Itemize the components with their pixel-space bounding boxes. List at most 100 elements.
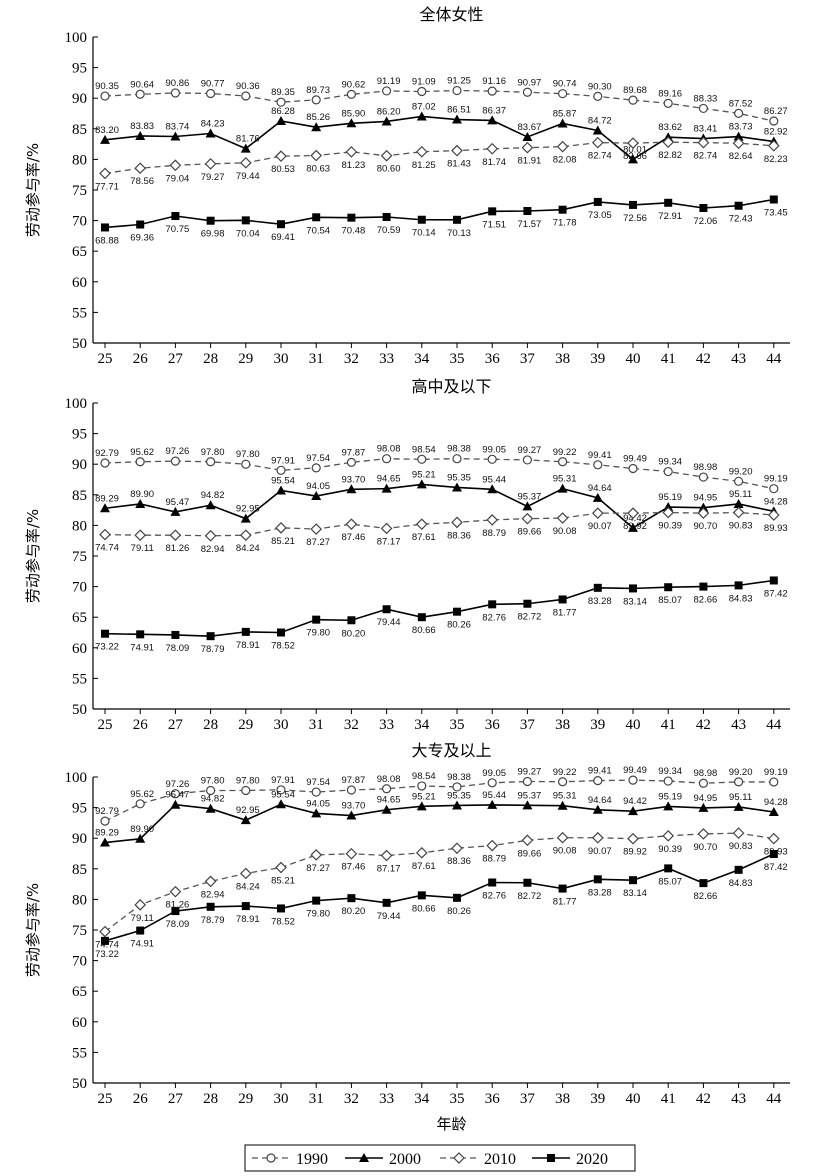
series-line-1990 <box>104 779 774 822</box>
y-tick-label: 65 <box>72 610 87 626</box>
x-tick-label: 30 <box>274 717 289 733</box>
data-label-2020: 82.72 <box>518 612 542 623</box>
axes: 50 55 60 65 70 75 80 85 90 95 100 25 26 27 28 29 30 31 32 3… <box>65 30 790 367</box>
data-label-2020: 78.09 <box>166 643 190 654</box>
data-label-2000: 92.95 <box>236 805 260 816</box>
data-point-2010 <box>99 528 111 541</box>
data-point-2000 <box>557 800 568 810</box>
x-tick-label: 35 <box>450 717 465 733</box>
data-label-1990: 99.41 <box>588 766 612 777</box>
chart-title: 大专及以上 <box>411 741 491 760</box>
data-point-2020 <box>312 213 321 222</box>
data-point-2020 <box>382 898 391 907</box>
data-point-2000 <box>733 131 744 141</box>
data-label-1990: 90.30 <box>588 81 612 92</box>
data-label-2000: 86.37 <box>482 105 506 116</box>
data-point-2000 <box>663 502 674 512</box>
data-point-2020 <box>558 205 567 214</box>
data-point-2000 <box>628 154 638 164</box>
data-label-2010: 81.74 <box>482 157 506 168</box>
series-line-2000 <box>104 115 774 161</box>
series-line-2010 <box>104 511 774 537</box>
data-label-2020: 80.26 <box>447 620 471 631</box>
data-point-2000 <box>276 115 286 125</box>
data-label-1990: 91.09 <box>412 77 436 88</box>
data-point-2000 <box>205 500 216 510</box>
x-tick-label: 31 <box>309 351 324 367</box>
x-tick-label: 26 <box>133 1091 149 1107</box>
data-label-2010: 85.21 <box>271 876 295 887</box>
data-point-1990 <box>382 454 392 464</box>
data-label-2010: 90.39 <box>658 521 682 532</box>
data-label-2010: 79.27 <box>201 172 225 183</box>
data-label-2010: 84.24 <box>236 881 260 892</box>
data-label-2000: 84.23 <box>201 119 225 130</box>
data-label-2000: 95.47 <box>166 497 190 508</box>
data-point-2000 <box>698 502 709 512</box>
data-point-2020 <box>593 197 602 206</box>
data-point-2010 <box>99 167 111 180</box>
data-point-2020 <box>277 220 285 229</box>
axes: 50 55 60 65 70 75 80 85 90 95 100 25 26 27 28 29 30 31 32 3… <box>65 396 790 733</box>
y-tick-label: 50 <box>72 702 87 718</box>
data-label-2010: 82.94 <box>201 889 225 900</box>
data-point-2020 <box>593 583 602 592</box>
data-label-1990: 90.35 <box>95 81 119 92</box>
data-label-2000: 95.21 <box>412 791 436 802</box>
data-point-1990 <box>628 95 638 105</box>
data-point-2000 <box>135 498 146 508</box>
data-point-1990 <box>346 457 356 467</box>
data-point-2000 <box>240 815 251 825</box>
x-tick-label: 37 <box>520 1091 536 1107</box>
data-point-2020 <box>629 584 637 593</box>
data-point-2010 <box>486 514 499 526</box>
x-tick-label: 35 <box>450 351 465 367</box>
x-tick-label: 38 <box>555 717 570 733</box>
series-line-2010 <box>104 141 774 175</box>
chart-panel-1: 全体女性 50 55 60 65 70 75 80 85 90 95 100 25 26 27 28 29 30 3… <box>24 5 790 367</box>
legend-marker-2010 <box>453 1152 465 1164</box>
data-point-1990 <box>170 456 180 466</box>
series-2010: 74.74 79.11 81.26 82.94 84.24 85.21 87.27 87.46… <box>95 827 788 951</box>
y-tick-label: 85 <box>72 862 87 878</box>
x-tick-label: 27 <box>168 717 184 733</box>
data-point-2000 <box>135 130 146 140</box>
data-label-2020: 73.05 <box>588 210 612 221</box>
y-tick-label: 55 <box>72 305 87 321</box>
data-point-1990 <box>276 785 286 795</box>
y-tick-label: 70 <box>72 954 87 970</box>
data-label-2000: 94.05 <box>306 798 330 809</box>
data-label-2010: 80.60 <box>377 164 401 175</box>
data-label-2020: 78.52 <box>271 916 295 927</box>
data-point-2000 <box>416 479 427 489</box>
x-tick-label: 36 <box>485 1091 501 1107</box>
x-tick-label: 31 <box>309 1091 324 1107</box>
x-tick-label: 44 <box>766 351 782 367</box>
data-label-1990: 97.87 <box>342 447 366 458</box>
data-point-2000 <box>522 501 533 511</box>
data-point-2000 <box>346 118 357 128</box>
data-point-2010 <box>275 521 287 534</box>
data-label-2020: 83.14 <box>623 888 647 899</box>
data-label-2000: 95.35 <box>447 790 471 801</box>
data-label-2010: 89.92 <box>623 847 647 858</box>
data-label-2010: 79.11 <box>131 913 154 924</box>
series-2000: 89.29 89.90 95.47 94.82 92.95 95.54 94.05 93.70… <box>95 469 788 532</box>
data-point-2020 <box>171 212 180 221</box>
y-tick-label: 75 <box>72 923 87 939</box>
data-label-2010: 87.61 <box>412 532 436 543</box>
data-label-2000: 94.42 <box>623 513 647 524</box>
data-point-2000 <box>346 484 357 494</box>
data-label-2020: 70.75 <box>166 224 190 235</box>
data-point-2010 <box>275 861 287 874</box>
data-point-2000 <box>170 799 181 809</box>
data-label-1990: 97.80 <box>201 447 225 458</box>
data-point-2020 <box>382 605 391 614</box>
data-point-2020 <box>629 876 637 885</box>
data-label-2010: 90.83 <box>729 521 753 532</box>
y-tick-label: 70 <box>72 580 87 596</box>
data-point-2020 <box>241 902 250 911</box>
data-point-1990 <box>628 463 638 474</box>
data-point-2010 <box>275 150 287 163</box>
x-tick-label: 35 <box>450 1091 465 1107</box>
